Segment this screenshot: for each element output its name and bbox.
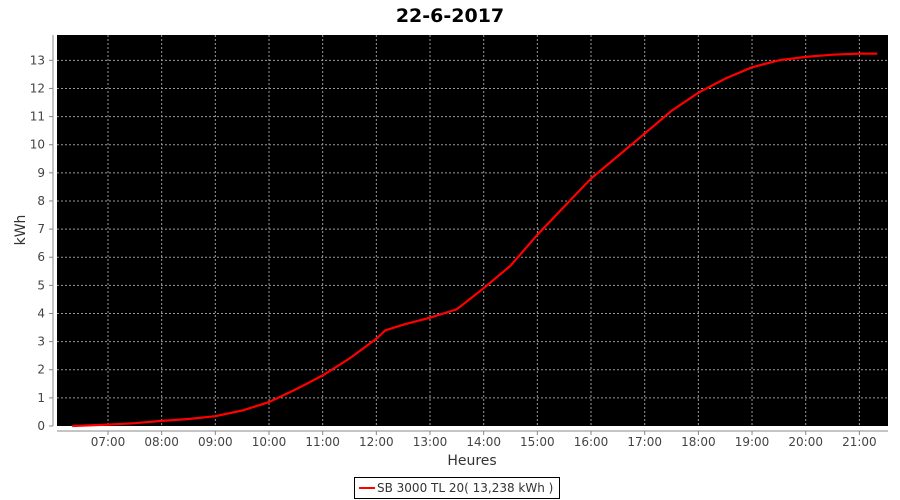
y-tick-label: 5 [37,278,45,292]
y-tick-label: 4 [37,306,45,320]
y-tick-label: 9 [37,166,45,180]
y-tick-label: 13 [30,53,45,67]
x-tick-label: 09:00 [198,435,233,449]
x-tick-label: 17:00 [627,435,662,449]
y-tick-label: 12 [30,81,45,95]
plot-area [57,35,888,426]
y-tick-label: 0 [37,419,45,433]
x-tick-label: 13:00 [413,435,448,449]
legend: SB 3000 TL 20( 13,238 kWh ) [354,477,561,499]
x-axis-label: Heures [447,453,496,469]
x-tick-label: 12:00 [359,435,394,449]
x-tick-label: 14:00 [466,435,501,449]
x-tick-label: 19:00 [735,435,770,449]
y-tick-label: 8 [37,194,45,208]
x-tick-label: 21:00 [842,435,877,449]
x-tick-label: 10:00 [252,435,287,449]
legend-swatch [359,487,375,489]
y-tick-label: 1 [37,391,45,405]
x-axis: 07:00 08:00 09:00 10:00 11:00 12:00 13:00 14:00… [57,430,888,449]
y-tick-label: 3 [37,335,45,349]
x-tick-label: 11:00 [305,435,340,449]
y-tick-label: 11 [30,110,45,124]
x-tick-label: 07:00 [91,435,126,449]
x-tick-label: 08:00 [144,435,179,449]
y-tick-label: 2 [37,363,45,377]
y-axis-label: kWh [13,215,29,246]
x-tick-label: 20:00 [788,435,823,449]
y-tick-label: 10 [30,138,45,152]
legend-label: SB 3000 TL 20( 13,238 kWh ) [377,481,554,495]
x-tick-label: 15:00 [520,435,555,449]
x-tick-label: 18:00 [681,435,716,449]
y-tick-label: 6 [37,250,45,264]
y-tick-label: 7 [37,222,45,236]
series-line [72,52,878,428]
x-tick-label: 16:00 [574,435,609,449]
grid [57,35,888,426]
chart-title: 22-6-2017 [396,5,504,27]
